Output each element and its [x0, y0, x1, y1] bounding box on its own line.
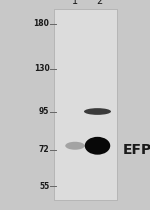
Text: 72: 72: [39, 145, 50, 154]
Text: 130: 130: [34, 64, 50, 73]
Bar: [54, 9, 117, 199]
Text: EFP: EFP: [123, 143, 150, 156]
Text: 55: 55: [39, 182, 50, 191]
Text: 95: 95: [39, 107, 50, 116]
Text: 1: 1: [72, 0, 78, 6]
Text: 180: 180: [34, 19, 50, 28]
Ellipse shape: [65, 142, 85, 150]
Text: 2: 2: [96, 0, 102, 6]
Ellipse shape: [84, 108, 111, 115]
Ellipse shape: [85, 137, 110, 155]
